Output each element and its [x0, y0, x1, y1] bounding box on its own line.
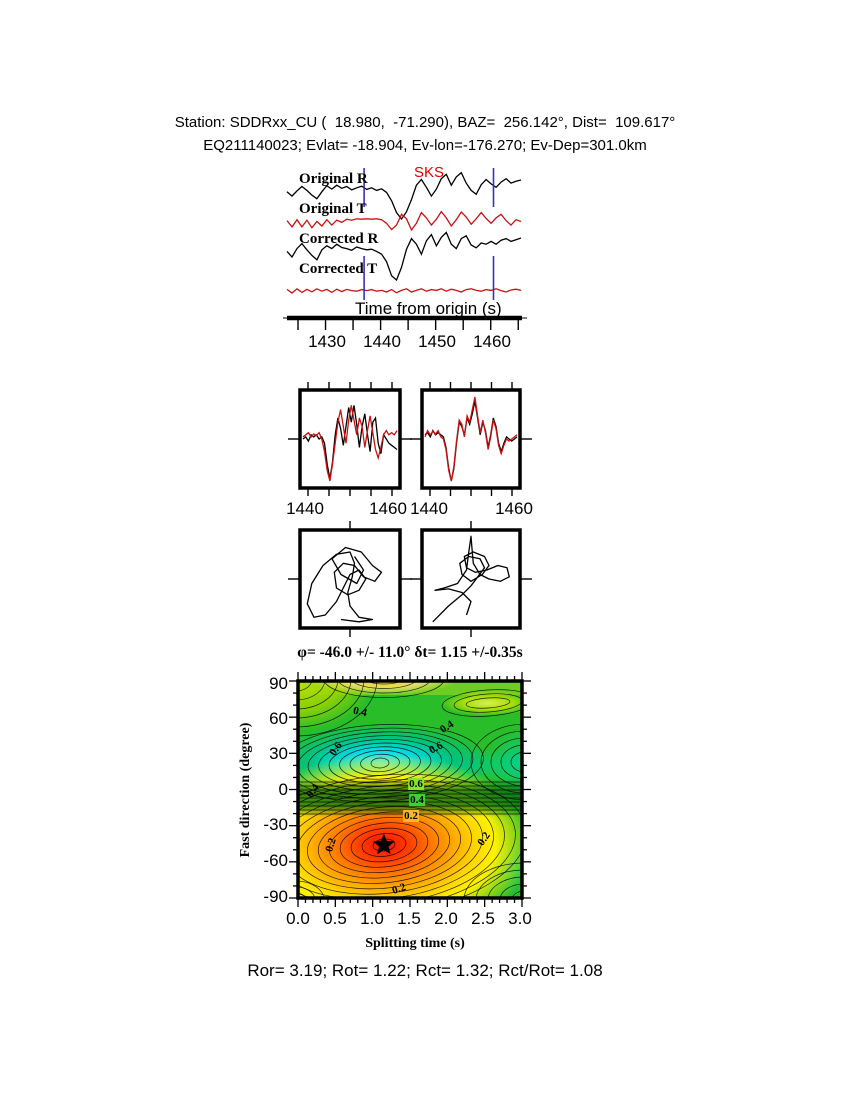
y-tick-30: 30	[269, 744, 288, 763]
window-tick-left-1460: 1460	[369, 499, 407, 518]
particle-motion-path	[306, 546, 383, 623]
x-tick-3.0: 3.0	[508, 909, 532, 928]
best-fit-star	[372, 833, 395, 855]
window-panels	[288, 382, 532, 637]
time-tick-1430: 1430	[308, 332, 346, 351]
window-tick-right-1460: 1460	[495, 499, 533, 518]
window-tick-right-1440: 1440	[410, 499, 448, 518]
time-tick-1460: 1460	[473, 332, 511, 351]
window-panel-frame	[298, 388, 402, 490]
x-axis-title: Splitting time (s)	[365, 936, 465, 951]
trace-2	[286, 231, 522, 282]
splitting-result-title: φ= -46.0 +/- 11.0° δt= 1.15 +/-0.35s	[297, 644, 523, 661]
waveform-overview	[286, 168, 522, 300]
event-header-line: EQ211140023; Evlat= -18.904, Ev-lon=-176…	[203, 137, 647, 154]
trace-label-original-r: Original R	[299, 171, 368, 187]
window-tick-left-1440: 1440	[286, 499, 324, 518]
x-tick-0.0: 0.0	[286, 909, 310, 928]
time-axis	[283, 315, 527, 330]
y-tick--30: -30	[263, 815, 288, 834]
trace-label-corrected-r: Corrected R	[299, 231, 379, 247]
x-tick-1.5: 1.5	[397, 909, 421, 928]
time-axis-label: Time from origin (s)	[355, 299, 502, 318]
window-trace	[302, 405, 398, 482]
x-tick-2.5: 2.5	[471, 909, 495, 928]
particle-panel-frame	[298, 528, 402, 630]
phase-label-sks: SKS	[413, 164, 444, 181]
window-trace	[424, 396, 518, 482]
contour-level-label: 0.4	[409, 794, 425, 806]
x-tick-1.0: 1.0	[360, 909, 384, 928]
particle-motion-path	[432, 535, 510, 623]
trace-label-corrected-t: Corrected T	[299, 261, 378, 277]
trace-label-original-t: Original T	[299, 201, 367, 217]
y-tick--90: -90	[263, 887, 288, 906]
trace-3	[286, 287, 522, 294]
error-surface-frame	[289, 672, 531, 907]
quality-summary: Ror= 3.19; Rot= 1.22; Rct= 1.32; Rct/Rot…	[247, 961, 603, 980]
contour-level-label: 0.6	[408, 778, 424, 790]
x-tick-0.5: 0.5	[323, 909, 347, 928]
y-tick-0: 0	[278, 780, 288, 799]
window-panel-frame	[420, 388, 522, 490]
y-tick-60: 60	[269, 709, 288, 728]
y-tick-90: 90	[269, 674, 288, 693]
station-header-line: Station: SDDRxx_CU ( 18.980, -71.290), B…	[174, 114, 676, 131]
y-tick--60: -60	[263, 851, 288, 870]
particle-panel-frame	[420, 528, 522, 630]
trace-1	[286, 210, 522, 232]
x-tick-2.0: 2.0	[434, 909, 458, 928]
time-tick-1450: 1450	[418, 332, 456, 351]
time-tick-1440: 1440	[363, 332, 401, 351]
trace-0	[286, 171, 522, 221]
contour-level-label: 0.2	[403, 810, 419, 822]
